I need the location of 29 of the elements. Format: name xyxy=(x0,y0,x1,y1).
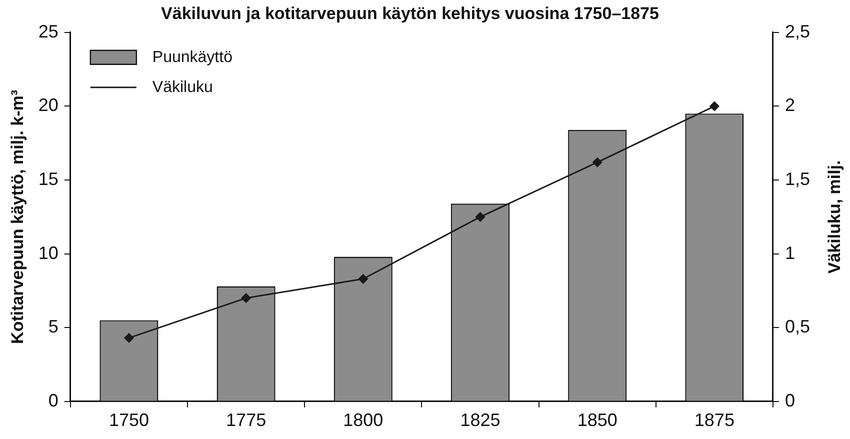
chart-title: Väkiluvun ja kotitarvepuun käytön kehitys vuosina 1750–1875 xyxy=(161,4,659,23)
y-axis-title: Kotitarvepuun käyttö, milj. k-m³ xyxy=(8,90,27,344)
y2-tick-label: 0 xyxy=(784,390,795,410)
point xyxy=(358,274,368,284)
x-tick-label: 1750 xyxy=(108,410,149,430)
y2-tick-label: 0,5 xyxy=(784,316,810,337)
point xyxy=(592,158,602,168)
point xyxy=(710,101,720,111)
point xyxy=(475,212,485,222)
y2-tick-label: 1,5 xyxy=(784,168,810,189)
y-tick-label: 15 xyxy=(38,168,58,189)
y-tick-label: 20 xyxy=(38,95,58,116)
point xyxy=(124,333,134,343)
y-tick-label: 5 xyxy=(48,316,58,337)
legend-label: Väkiluku xyxy=(152,78,213,96)
x-tick-label: 1850 xyxy=(577,410,618,430)
x-tick-label: 1800 xyxy=(343,410,384,430)
y2-tick-label: 2 xyxy=(784,95,795,116)
point xyxy=(241,293,251,303)
y-tick-label: 25 xyxy=(38,21,58,42)
x-tick-label: 1825 xyxy=(460,410,500,430)
y2-tick-label: 1 xyxy=(784,242,795,263)
y2-tick-label: 2,5 xyxy=(784,21,810,42)
y-tick-label: 10 xyxy=(38,242,58,263)
y2-axis-title: Väkiluku, milj. xyxy=(825,160,844,274)
x-tick-label: 1875 xyxy=(694,410,734,430)
x-tick-label: 1775 xyxy=(226,410,266,430)
y-tick-label: 0 xyxy=(48,390,58,410)
legend-label: Puunkäyttö xyxy=(152,48,233,66)
